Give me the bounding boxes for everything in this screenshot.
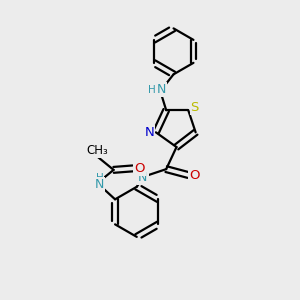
Text: O: O — [190, 169, 200, 182]
Text: H: H — [148, 85, 156, 94]
Text: N: N — [145, 126, 154, 139]
Text: O: O — [134, 162, 145, 175]
Text: CH₃: CH₃ — [86, 144, 108, 157]
Text: N: N — [138, 172, 148, 184]
Text: N: N — [157, 83, 166, 96]
Text: N: N — [95, 178, 104, 191]
Text: H: H — [96, 173, 103, 183]
Text: H: H — [139, 166, 147, 176]
Text: S: S — [190, 101, 199, 114]
